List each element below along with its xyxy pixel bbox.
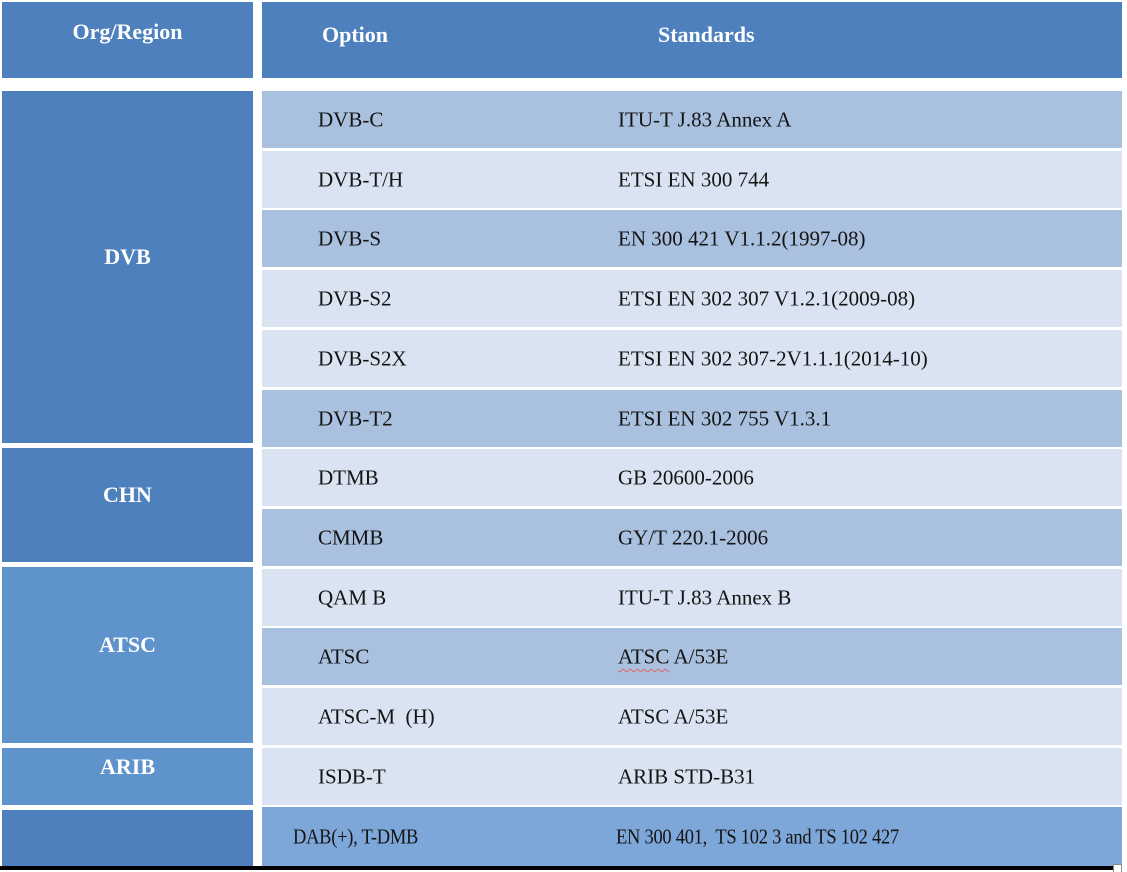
standard-cell: ATSC A/53E [618,644,728,669]
table-row: ISDB-T ARIB STD-B31 [262,748,1122,805]
option-cell: DAB(+), T-DMB [293,824,419,848]
table-row: ATSC ATSC A/53E [262,628,1122,685]
standard-cell: ETSI EN 302 307 V1.2.1(2009-08) [618,286,916,310]
option-cell: QAM B [318,585,387,609]
standard-cell: EN 300 401, TS 102 3 and TS 102 427 [616,824,899,848]
table-row: DVB-S2 ETSI EN 302 307 V1.2.1(2009-08) [262,270,1122,327]
standard-cell: ITU-T J.83 Annex A [618,107,792,131]
header-option-label: Option [322,22,389,47]
table-row: DVB-S EN 300 421 V1.1.2(1997-08) [262,210,1122,267]
standard-cell: ATSC A/53E [618,704,729,728]
option-cell: DVB-C [318,107,384,131]
group-cell-atsc: ATSC [2,567,253,743]
header-cell-org-region: Org/Region [2,2,253,78]
option-cell: DVB-T/H [318,167,404,191]
option-cell: DVB-S [318,226,382,250]
table-row: ATSC-M (H) ATSC A/53E [262,688,1122,745]
standard-cell: EN 300 421 V1.1.2(1997-08) [618,226,866,250]
group-label-arib: ARIB [99,753,155,779]
group-cell-dvb: DVB [2,91,253,443]
table-row: DVB-T/H ETSI EN 300 744 [262,151,1122,208]
option-cell: DTMB [318,465,379,489]
group-label-atsc: ATSC [98,632,157,657]
table-row: DTMB GB 20600-2006 [262,449,1122,506]
option-cell: DVB-S2X [318,346,407,370]
header-standards-label: Standards [658,22,755,47]
standard-cell: ETSI EN 302 307-2V1.1.1(2014-10) [618,346,928,370]
table-row: DVB-T2 ETSI EN 302 755 V1.3.1 [262,390,1122,447]
option-cell: DVB-S2 [318,286,392,310]
standard-cell: ITU-T J.83 Annex B [618,585,792,609]
option-cell: CMMB [318,525,384,549]
option-cell: ISDB-T [318,764,386,788]
group-cell-empty [2,810,253,866]
standard-cell: ETSI EN 302 755 V1.3.1 [618,406,832,430]
table-row: DVB-S2X ETSI EN 302 307-2V1.1.1(2014-10) [262,330,1122,387]
table-row: DVB-C ITU-T J.83 Annex A [262,91,1122,148]
standard-cell-rest: A/53E [669,644,729,668]
stray-character-box [1113,864,1122,872]
table-row: DAB(+), T-DMB EN 300 401, TS 102 3 and T… [262,807,1122,866]
option-cell: ATSC [318,644,370,668]
group-label-dvb: DVB [104,244,151,269]
option-cell: ATSC-M (H) [318,704,435,728]
option-cell: DVB-T2 [318,406,393,430]
standard-cell: GB 20600-2006 [618,465,754,489]
table-bottom-border [0,866,1114,870]
header-org-region-label: Org/Region [72,19,183,44]
standard-cell: ARIB STD-B31 [618,764,756,788]
group-cell-arib: ARIB [2,748,253,805]
standard-cell: GY/T 220.1-2006 [618,525,769,549]
header-cell-option-standards: Option Standards [262,2,1122,78]
group-cell-chn: CHN [2,448,253,562]
table-row: QAM B ITU-T J.83 Annex B [262,569,1122,626]
standard-cell: ETSI EN 300 744 [618,167,770,191]
group-label-chn: CHN [103,482,152,507]
table-row: CMMB GY/T 220.1-2006 [262,509,1122,566]
spellcheck-flagged-word: ATSC [618,644,670,668]
